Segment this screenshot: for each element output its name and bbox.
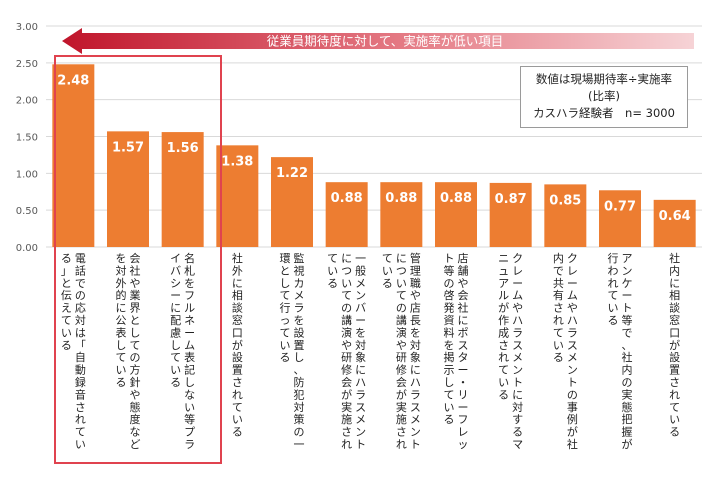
bar [599, 190, 641, 247]
bar-value-label: 0.88 [331, 191, 363, 206]
category-label: 監視カメラを設置し、防犯対策の一環として行っている [280, 251, 305, 451]
bar-value-label: 1.22 [276, 166, 308, 181]
legend-note: 数値は現場期待率÷実施率 (比率) カスハラ経験者 n= 3000 [520, 66, 688, 128]
y-tick-label: 2.50 [16, 59, 38, 70]
bar-value-label: 0.87 [495, 192, 527, 207]
category-label: クレームやハラスメントの事例が社内で共有されている [553, 251, 578, 451]
category-label: 管理職や店長を対象にハラスメントについての講演や研修会が実施されている [382, 251, 421, 451]
category-label: 社内に相談窓口が設置されている [669, 251, 680, 439]
bar-value-label: 0.88 [385, 191, 417, 206]
bar-value-label: 0.64 [659, 209, 691, 224]
bar [271, 157, 313, 247]
bar [380, 182, 423, 247]
legend-line-1: 数値は現場期待率÷実施率 [535, 72, 673, 86]
category-label: クレームやハラスメントに対するマニュアルが作成されている [498, 252, 523, 451]
category-label: 電話での応対は「自動録音されている」と伝えている [61, 252, 86, 451]
category-label: 一般メンバーを対象にハラスメントについての講演や研修会が実施されている [327, 252, 366, 451]
bar-value-label: 2.48 [57, 73, 89, 88]
y-tick-label: 0.50 [16, 206, 38, 217]
bar-value-label: 0.85 [549, 193, 581, 208]
bar-value-label: 1.56 [167, 141, 199, 156]
y-tick-label: 1.00 [16, 169, 38, 180]
bar-value-label: 1.57 [112, 140, 144, 155]
bar-value-label: 0.77 [604, 199, 636, 214]
highlight-frame [54, 55, 222, 464]
legend-line-2: (比率) [588, 89, 620, 103]
bar [544, 184, 587, 247]
y-tick-label: 2.00 [16, 96, 38, 107]
category-label: 名札をフルネーム表記しない等プライバシーに配慮している [170, 251, 195, 451]
legend-line-3: カスハラ経験者 n= 3000 [533, 106, 675, 120]
category-label: アンケート等で、社内の実態把握が行われている [608, 252, 633, 451]
bar-value-label: 1.38 [221, 154, 253, 169]
bar [216, 145, 259, 247]
y-tick-label: 0.00 [16, 243, 38, 254]
bar [489, 182, 532, 247]
category-label: 社外に相談窓口が設置されている [232, 251, 243, 439]
y-tick-label: 1.50 [16, 133, 38, 144]
trend-arrow [62, 28, 694, 54]
bar [435, 182, 477, 247]
y-tick-label: 3.00 [16, 22, 38, 33]
bar-value-label: 0.88 [440, 191, 472, 206]
bar [653, 199, 696, 247]
bar [52, 64, 95, 247]
category-label: 会社や業界としての方針や態度などを対外的に公表している [116, 252, 141, 451]
bar [325, 182, 368, 247]
trend-arrow-label: 従業員期待度に対して、実施率が低い項目 [267, 34, 504, 49]
bar [107, 131, 149, 247]
category-label: 店舗や会社にポスター・リーフレット等の啓発資料を掲示している [444, 251, 469, 451]
bar [161, 132, 204, 247]
